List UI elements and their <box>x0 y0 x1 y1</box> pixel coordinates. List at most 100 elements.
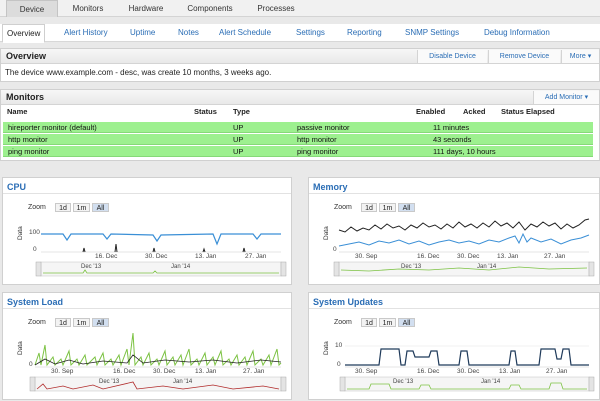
subtab-settings[interactable]: Settings <box>296 28 325 37</box>
row-type: http monitor <box>297 135 337 144</box>
remove-device-button[interactable]: Remove Device <box>488 50 560 63</box>
x-tick-label: 13. Jan <box>497 253 519 260</box>
table-row[interactable]: ping monitor UP ping monitor 111 days, 1… <box>3 146 593 157</box>
row-type: passive monitor <box>297 123 350 132</box>
system-load-chart-plot <box>29 332 287 392</box>
memory-series-dark <box>338 218 590 233</box>
x-tick-label: 30. Dec <box>457 368 480 375</box>
monitors-header: Monitors Add Monitor ▾ <box>1 90 599 105</box>
zoom-all-button[interactable]: All <box>92 203 109 212</box>
subtab-uptime[interactable]: Uptime <box>130 28 156 37</box>
row-name: ping monitor <box>8 147 50 156</box>
system-load-chart-title: System Load <box>7 297 64 307</box>
tab-components[interactable]: Components <box>187 4 233 13</box>
x-tick-label: 13. Jan <box>195 253 217 260</box>
top-nav: Device Monitors Hardware Components Proc… <box>0 0 600 17</box>
updates-series-line <box>345 348 589 366</box>
add-monitor-label: Add Monitor <box>544 94 583 101</box>
navigator-tick-label: Dec '13 <box>393 379 414 385</box>
load-series-dark <box>34 354 282 366</box>
caret-down-icon: ▾ <box>584 94 589 101</box>
memory-navigator-line <box>340 266 588 272</box>
col-status: Status <box>194 107 217 116</box>
navigator-tick-label: Jan '14 <box>477 264 497 270</box>
zoom-1d-button[interactable]: 1d <box>55 203 71 212</box>
more-button[interactable]: More ▾ <box>561 50 599 63</box>
y-tick-label: 0 <box>333 246 337 253</box>
zoom-1m-button[interactable]: 1m <box>379 203 396 212</box>
y-tick-label: 0 <box>337 361 341 368</box>
x-tick-label: 30. Sep <box>355 368 378 375</box>
zoom-1d-button[interactable]: 1d <box>55 318 71 327</box>
x-tick-label: 27. Jan <box>546 368 568 375</box>
x-tick-label: 16. Dec <box>417 368 440 375</box>
col-acked: Acked <box>463 107 486 116</box>
cpu-chart-title: CPU <box>7 182 27 192</box>
x-tick-label: 30. Dec <box>153 368 176 375</box>
row-elapsed: 11 minutes <box>433 123 470 132</box>
zoom-all-button[interactable]: All <box>92 318 109 327</box>
row-name: http monitor <box>8 135 48 144</box>
subtab-debug-information[interactable]: Debug Information <box>484 28 550 37</box>
updates-navigator-line <box>347 382 587 390</box>
memory-chart-title: Memory <box>313 182 348 192</box>
x-tick-label: 30. Dec <box>145 253 168 260</box>
x-tick-label: 16. Dec <box>417 253 440 260</box>
system-updates-chart-title: System Updates <box>313 297 384 307</box>
subtab-alert-schedule[interactable]: Alert Schedule <box>219 28 272 37</box>
system-updates-chart-panel: System Updates Zoom 1d 1m All Data 10 0 … <box>308 292 600 400</box>
cpu-series-spikes <box>82 243 246 253</box>
zoom-all-button[interactable]: All <box>398 318 415 327</box>
cpu-series-line <box>41 233 281 246</box>
zoom-1m-button[interactable]: 1m <box>73 318 90 327</box>
add-monitor-button[interactable]: Add Monitor ▾ <box>533 91 599 104</box>
device-description: The device www.example.com - desc, was c… <box>5 68 272 77</box>
row-name: hireporter monitor (default) <box>8 123 97 132</box>
table-row[interactable]: http monitor UP http monitor 43 seconds <box>3 134 593 145</box>
navigator-tick-label: Jan '14 <box>173 379 193 385</box>
navigator-tick-label: Dec '13 <box>401 264 422 270</box>
zoom-1d-button[interactable]: 1d <box>361 203 377 212</box>
monitors-title: Monitors <box>6 92 44 102</box>
zoom-all-button[interactable]: All <box>398 203 415 212</box>
row-status: UP <box>233 135 244 144</box>
tab-device[interactable]: Device <box>6 0 58 17</box>
memory-series-blue <box>338 232 590 247</box>
y-tick-label: 0 <box>29 361 33 368</box>
cpu-chart-panel: CPU Zoom 1d 1m All Data 100 0 16. Dec 30… <box>2 177 292 285</box>
tab-monitors[interactable]: Monitors <box>72 4 104 13</box>
row-elapsed: 43 seconds <box>433 135 472 144</box>
system-updates-chart-plot <box>339 345 595 392</box>
tab-hardware[interactable]: Hardware <box>128 4 164 13</box>
subtab-alert-history[interactable]: Alert History <box>64 28 108 37</box>
memory-chart-panel: Memory Zoom 1d 1m All Data 0 30. Sep 16.… <box>308 177 600 285</box>
subtab-snmp-settings[interactable]: SNMP Settings <box>405 28 460 37</box>
zoom-1m-button[interactable]: 1m <box>379 318 396 327</box>
subtab-notes[interactable]: Notes <box>178 28 199 37</box>
row-type: ping monitor <box>297 147 339 156</box>
disable-device-button[interactable]: Disable Device <box>417 50 487 63</box>
col-enabled: Enabled <box>416 107 446 116</box>
tab-processes[interactable]: Processes <box>257 4 295 13</box>
zoom-label: Zoom <box>28 204 46 211</box>
zoom-label: Zoom <box>334 204 352 211</box>
memory-chart-plot <box>333 218 595 277</box>
subtab-overview[interactable]: Overview <box>2 24 46 43</box>
subtab-reporting[interactable]: Reporting <box>347 28 382 37</box>
table-row[interactable]: hireporter monitor (default) UP passive … <box>3 122 593 133</box>
zoom-1d-button[interactable]: 1d <box>361 318 377 327</box>
navigator-tick-label: Jan '14 <box>481 379 501 385</box>
zoom-label: Zoom <box>334 319 352 326</box>
row-status: UP <box>233 147 244 156</box>
row-elapsed: 111 days, 10 hours <box>433 147 496 156</box>
load-navigator-line <box>36 381 280 390</box>
x-tick-label: 27. Jan <box>245 253 267 260</box>
y-tick-label: 100 <box>29 229 40 236</box>
x-tick-label: 16. Dec <box>95 253 118 260</box>
y-tick-label: 0 <box>33 246 37 253</box>
load-series-green <box>34 332 282 367</box>
zoom-1m-button[interactable]: 1m <box>73 203 90 212</box>
x-tick-label: 30. Sep <box>355 253 378 260</box>
x-tick-label: 27. Jan <box>243 368 265 375</box>
x-tick-label: 30. Dec <box>457 253 480 260</box>
